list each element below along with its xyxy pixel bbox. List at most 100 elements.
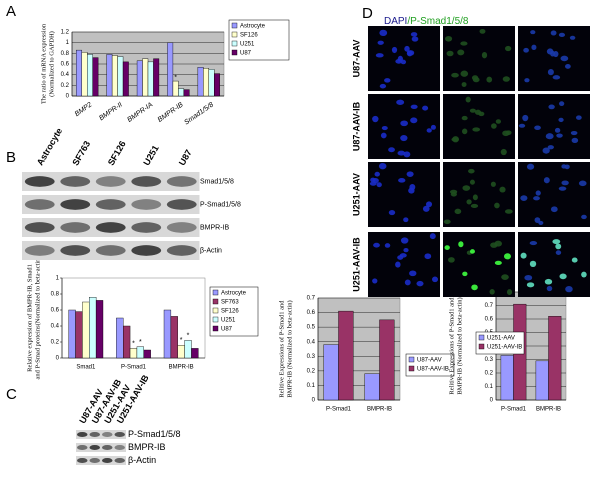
- bar: [172, 80, 179, 97]
- cell: [404, 45, 410, 52]
- bar: [191, 348, 199, 359]
- blot-strip: [76, 430, 126, 439]
- row-label: U87-AAV-IB: [351, 101, 361, 151]
- bar: [92, 57, 99, 97]
- cell: [552, 75, 561, 80]
- blot-band: [102, 431, 113, 438]
- band-label: Smad1/5/8: [200, 178, 234, 185]
- bar: [89, 297, 97, 359]
- cell: [452, 136, 459, 143]
- y-axis-label: The ratio of mRNA expression: [40, 23, 47, 104]
- x-tick-label: Smad1/5/8: [183, 101, 215, 126]
- cell: [520, 195, 528, 201]
- bar: [123, 325, 131, 359]
- cell: [466, 199, 472, 205]
- cell: [444, 245, 450, 250]
- cell: [534, 217, 541, 223]
- y-tick-label: 0.6: [485, 317, 494, 323]
- bar: [214, 73, 220, 97]
- cell: [381, 126, 388, 131]
- cell: [384, 78, 391, 83]
- cell: [448, 257, 455, 263]
- cell: [378, 162, 387, 170]
- cell: [422, 205, 430, 212]
- micrograph: [443, 94, 515, 159]
- cell: [403, 151, 411, 158]
- blot-band: [60, 176, 91, 187]
- y-axis-note: (Normalized to GAPDH): [48, 31, 55, 97]
- cell: [445, 35, 453, 42]
- cell: [571, 137, 579, 143]
- cell: [560, 55, 569, 62]
- cell: [581, 271, 587, 278]
- cell: [395, 261, 401, 268]
- cell: [372, 278, 378, 284]
- cell: [373, 242, 380, 248]
- bar: [208, 69, 215, 97]
- cell: [409, 270, 417, 277]
- cell: [570, 130, 578, 136]
- cell: [533, 196, 540, 201]
- cell: [376, 182, 382, 188]
- cell: [457, 49, 465, 56]
- x-tick-label: Smad1: [76, 365, 96, 371]
- cell: [502, 76, 510, 82]
- cell: [446, 50, 454, 57]
- blot-band: [131, 245, 162, 256]
- bar: [136, 346, 144, 359]
- micrograph: [518, 162, 590, 227]
- cell: [425, 201, 433, 208]
- cell: [578, 180, 587, 187]
- x-tick-label: BMPR-IB: [367, 407, 392, 413]
- panel-label: C: [6, 386, 17, 403]
- blot-band: [95, 222, 126, 233]
- cell: [529, 241, 538, 246]
- legend-label: U251-AAV-IB: [487, 345, 522, 351]
- cell: [575, 115, 582, 120]
- cell: [397, 150, 406, 156]
- y-tick-label: 0.2: [51, 340, 60, 346]
- cell: [454, 208, 462, 215]
- blot-band: [95, 245, 126, 256]
- cell: [546, 285, 553, 292]
- y-axis-label: Relitive Expressions of P-Smad1 and: [448, 297, 455, 395]
- cell: [547, 145, 554, 150]
- legend-swatch: [478, 343, 485, 350]
- cell: [545, 133, 554, 140]
- cell: [478, 111, 485, 117]
- cell: [544, 278, 553, 285]
- legend-swatch: [231, 40, 238, 47]
- cell: [481, 51, 488, 59]
- bar: [95, 300, 104, 359]
- x-tick-label: P-Smad1: [326, 407, 352, 413]
- cell: [408, 187, 415, 194]
- cell: [469, 249, 475, 254]
- cell: [399, 253, 407, 258]
- legend-swatch: [212, 298, 219, 305]
- blot-band: [95, 199, 126, 210]
- legend-label: SF126: [221, 309, 239, 315]
- bar: [86, 54, 93, 97]
- cell: [526, 282, 535, 288]
- bar: [177, 345, 185, 359]
- y-axis-label: Relative expression of BMPR-IB, Smad1: [26, 264, 33, 372]
- cell: [380, 132, 387, 139]
- cell: [375, 53, 384, 58]
- cell: [403, 247, 409, 253]
- cell: [461, 115, 468, 121]
- bar: [106, 54, 113, 97]
- blot-band: [60, 222, 91, 233]
- band-label: BMPR-IB: [128, 442, 166, 452]
- bar: [167, 42, 174, 97]
- cell: [472, 194, 478, 201]
- x-tick-label: P-Smad1: [121, 365, 147, 371]
- cell: [374, 171, 380, 177]
- y-tick-label: 0.2: [61, 83, 70, 89]
- bar: [68, 309, 76, 359]
- cell: [416, 280, 424, 287]
- cell: [505, 130, 512, 136]
- band-label: P-Smad1/5/8: [200, 201, 241, 208]
- cell: [406, 50, 415, 56]
- cell: [561, 180, 569, 186]
- y-tick-label: 1: [56, 276, 60, 282]
